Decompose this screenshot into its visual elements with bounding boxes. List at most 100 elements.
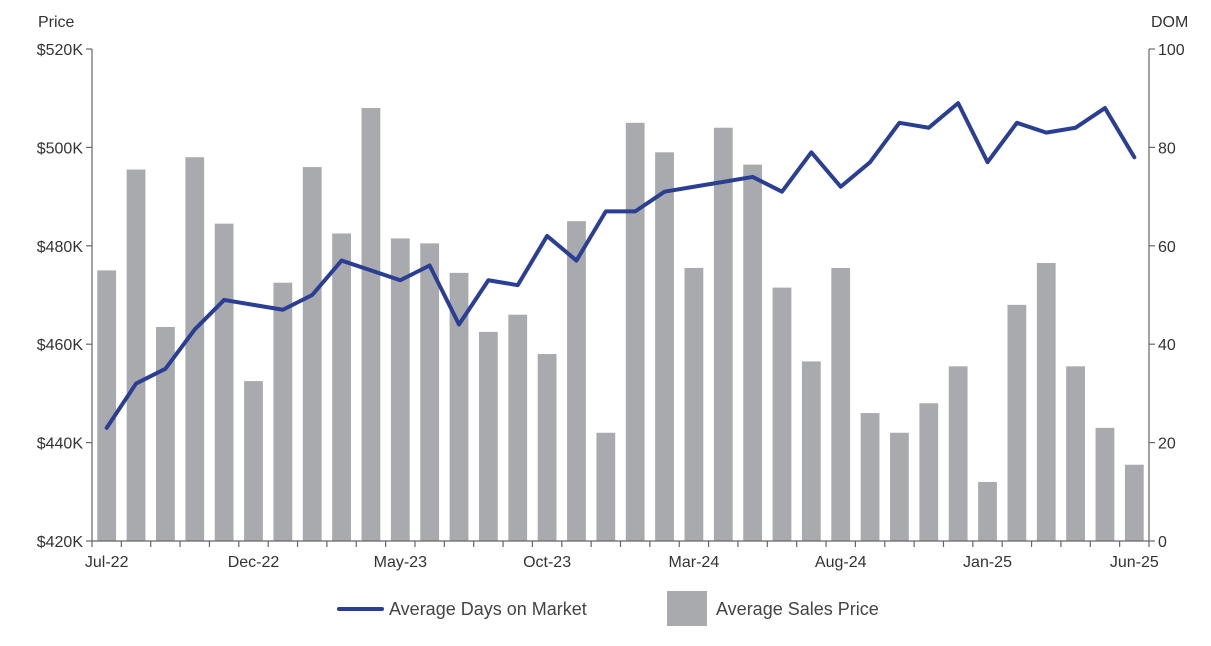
bar-jul-23: [449, 272, 469, 541]
dom-line: [104, 101, 1137, 430]
right-tick-label: 0: [1158, 534, 1167, 551]
legend-swatch-average-sales-price: [667, 591, 707, 626]
left-axis-title: Price: [38, 14, 75, 31]
left-tick-label: $520K: [37, 42, 84, 59]
dom-point-apr-23: [370, 269, 372, 271]
bar-nov-23: [567, 221, 586, 541]
dom-point-apr-24: [722, 181, 724, 183]
dom-point-apr-25: [1075, 127, 1077, 129]
bar-oct-23: [537, 354, 557, 541]
x-tick-label: Jul-22: [85, 554, 129, 571]
x-tick-label: May-23: [374, 554, 427, 571]
bar-aug-22: [126, 169, 146, 542]
bar-feb-25: [1007, 304, 1027, 541]
dom-point-may-24: [752, 176, 754, 178]
dom-point-feb-25: [1016, 122, 1018, 124]
dom-point-aug-24: [840, 186, 842, 188]
dom-point-mar-24: [693, 186, 695, 188]
legend-label-average-sales-price: Average Sales Price: [716, 599, 879, 619]
bar-dec-22: [244, 381, 263, 541]
bar-oct-24: [890, 432, 909, 541]
bar-aug-23: [478, 331, 498, 541]
dom-point-jul-24: [810, 151, 812, 153]
bar-sep-24: [860, 413, 880, 541]
x-tick-label: Mar-24: [669, 554, 720, 571]
dom-point-mar-25: [1045, 132, 1047, 134]
bar-jul-22: [97, 270, 117, 541]
bar-oct-22: [185, 157, 205, 542]
dom-point-nov-23: [575, 260, 577, 262]
dom-point-dec-22: [252, 304, 254, 306]
right-axis-ticks: 0 20 40 60 80 100: [1149, 42, 1185, 551]
dom-point-may-23: [399, 279, 401, 281]
dom-point-jun-25: [1133, 156, 1135, 158]
legend-label-average-days-on-market: Average Days on Market: [389, 599, 587, 619]
right-axis-title: DOM: [1151, 14, 1188, 31]
bar-apr-24: [713, 127, 733, 541]
bar-nov-22: [214, 223, 234, 541]
left-tick-label: $420K: [37, 534, 84, 551]
dom-point-oct-23: [546, 235, 548, 237]
dom-point-nov-22: [223, 299, 225, 301]
bar-sep-23: [508, 314, 528, 541]
bar-jan-24: [625, 122, 645, 542]
dom-point-aug-23: [487, 279, 489, 281]
right-tick-label: 40: [1158, 337, 1176, 354]
dom-point-jan-23: [282, 309, 284, 311]
x-tick-label: Dec-22: [228, 554, 280, 571]
dom-point-dec-23: [605, 210, 607, 212]
dom-point-jul-23: [458, 324, 460, 326]
bar-mar-25: [1036, 263, 1056, 541]
bar-dec-24: [948, 366, 968, 541]
dom-point-feb-23: [311, 294, 313, 296]
bar-apr-25: [1066, 366, 1085, 541]
right-tick-label: 60: [1158, 239, 1176, 256]
right-tick-label: 20: [1158, 436, 1176, 453]
x-axis-ticks: Jul-22 Dec-22 May-23 Oct-23 Mar-24 Aug-24 Jan-…: [85, 541, 1159, 571]
bar-may-25: [1095, 427, 1115, 541]
dom-point-may-25: [1104, 107, 1106, 109]
dom-point-aug-22: [135, 383, 137, 385]
bar-may-23: [390, 238, 410, 542]
bar-jun-25: [1124, 464, 1144, 541]
bar-jan-25: [978, 481, 997, 541]
left-tick-label: $460K: [37, 337, 84, 354]
dom-point-jan-24: [634, 210, 636, 212]
left-tick-label: $480K: [37, 239, 84, 256]
dom-point-feb-24: [664, 191, 666, 193]
bar-jan-23: [273, 282, 293, 541]
dom-point-sep-24: [869, 161, 871, 163]
bar-feb-23: [302, 167, 322, 541]
dom-point-oct-22: [194, 328, 196, 330]
bar-sep-22: [156, 326, 175, 541]
dom-point-sep-23: [517, 284, 519, 286]
x-tick-label: Oct-23: [523, 554, 571, 571]
right-tick-label: 80: [1158, 140, 1176, 157]
bar-dec-23: [596, 432, 616, 541]
bar-series-average-sales-price: [97, 108, 1144, 542]
legend: Average Days on Market Average Sales Pri…: [337, 591, 879, 626]
dom-point-jun-23: [429, 264, 431, 266]
x-tick-label: Jun-25: [1110, 554, 1159, 571]
dom-point-jun-24: [781, 191, 783, 193]
bar-mar-23: [332, 233, 351, 541]
bar-nov-24: [919, 403, 939, 541]
bar-mar-24: [684, 267, 704, 541]
dom-point-mar-23: [341, 260, 343, 262]
left-tick-label: $440K: [37, 436, 84, 453]
dom-point-nov-24: [928, 127, 930, 129]
dom-point-sep-22: [164, 368, 166, 370]
left-tick-label: $500K: [37, 140, 84, 157]
bar-feb-24: [655, 152, 674, 541]
dom-point-dec-24: [957, 102, 959, 104]
line-series-average-days-on-market: [104, 101, 1137, 430]
bar-may-24: [743, 164, 763, 541]
left-axis-ticks: $420K $440K $460K $480K $500K $520K: [37, 42, 92, 551]
x-tick-label: Aug-24: [815, 554, 867, 571]
bar-jul-24: [801, 361, 821, 541]
right-tick-label: 100: [1158, 42, 1185, 59]
bar-jun-23: [420, 243, 440, 541]
bar-aug-24: [831, 267, 851, 541]
dom-point-jan-25: [987, 161, 989, 163]
